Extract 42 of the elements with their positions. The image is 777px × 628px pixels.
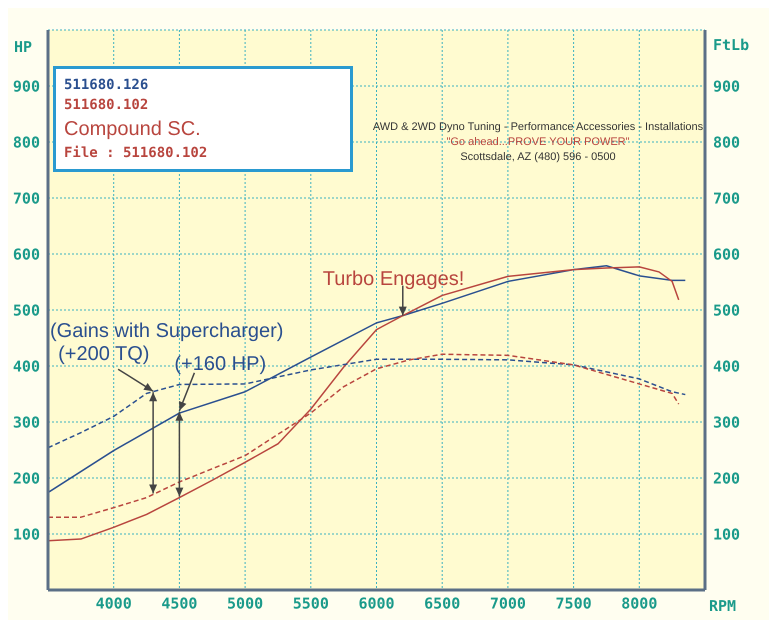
annotation: Compound SC. xyxy=(64,117,202,142)
line-series xyxy=(48,265,686,494)
y2-tick-label: 500 xyxy=(713,301,740,320)
annotation: Turbo Engages! xyxy=(322,268,464,291)
y2-tick-label: 700 xyxy=(713,189,740,208)
x-tick-label: 6500 xyxy=(424,594,460,613)
y2-tick-label: 300 xyxy=(713,413,740,432)
y2-tick-label: 100 xyxy=(713,525,740,544)
y-tick-label: 300 xyxy=(12,413,40,432)
y2-tick-label: 900 xyxy=(713,77,740,96)
y-tick-label: 200 xyxy=(12,469,40,488)
line-series xyxy=(48,266,680,542)
x-tick-label: 6000 xyxy=(358,594,395,613)
y2-tick-label: 600 xyxy=(713,245,740,264)
y-tick-label: 800 xyxy=(12,133,40,152)
x-tick-label: 4000 xyxy=(96,594,132,613)
y-tick-label: 100 xyxy=(12,525,40,544)
y-axis-title: HP xyxy=(14,38,32,56)
annotation: (Gains with Supercharger) xyxy=(50,320,284,343)
x-tick-label: 4500 xyxy=(161,594,198,613)
x-axis-title: RPM xyxy=(709,597,736,615)
legend-box: 511680.126 511680.102 Compound SC. File : 511680.102 xyxy=(53,66,353,172)
annotation: "Go ahead...PROVE YOUR POWER" xyxy=(446,136,630,148)
annotation: AWD & 2WD Dyno Tuning - Performance Accessories - Installations xyxy=(372,120,704,135)
annotation: (+200 TQ) xyxy=(58,343,150,366)
y-tick-label: 400 xyxy=(12,357,40,376)
y-tick-label: 600 xyxy=(12,245,40,264)
annotation: Scottsdale, AZ (480) 596 - 0500 xyxy=(459,150,617,165)
annotation: (+160 HP) xyxy=(174,352,266,376)
annotation: File : 511680.102 xyxy=(64,144,208,163)
y-tick-label: 700 xyxy=(12,189,40,208)
y-tick-label: 900 xyxy=(12,77,40,96)
y2-tick-label: 200 xyxy=(713,469,740,488)
x-tick-label: 7000 xyxy=(490,594,526,613)
y2-axis-title: FtLb xyxy=(713,36,750,54)
y2-tick-label: 800 xyxy=(713,133,740,152)
y2-tick-label: 400 xyxy=(713,357,740,376)
y-tick-label: 500 xyxy=(12,301,40,320)
x-tick-label: 7500 xyxy=(556,594,592,613)
x-tick-label: 5000 xyxy=(227,594,264,613)
x-tick-label: 8000 xyxy=(621,594,658,613)
x-tick-label: 5500 xyxy=(292,594,329,613)
